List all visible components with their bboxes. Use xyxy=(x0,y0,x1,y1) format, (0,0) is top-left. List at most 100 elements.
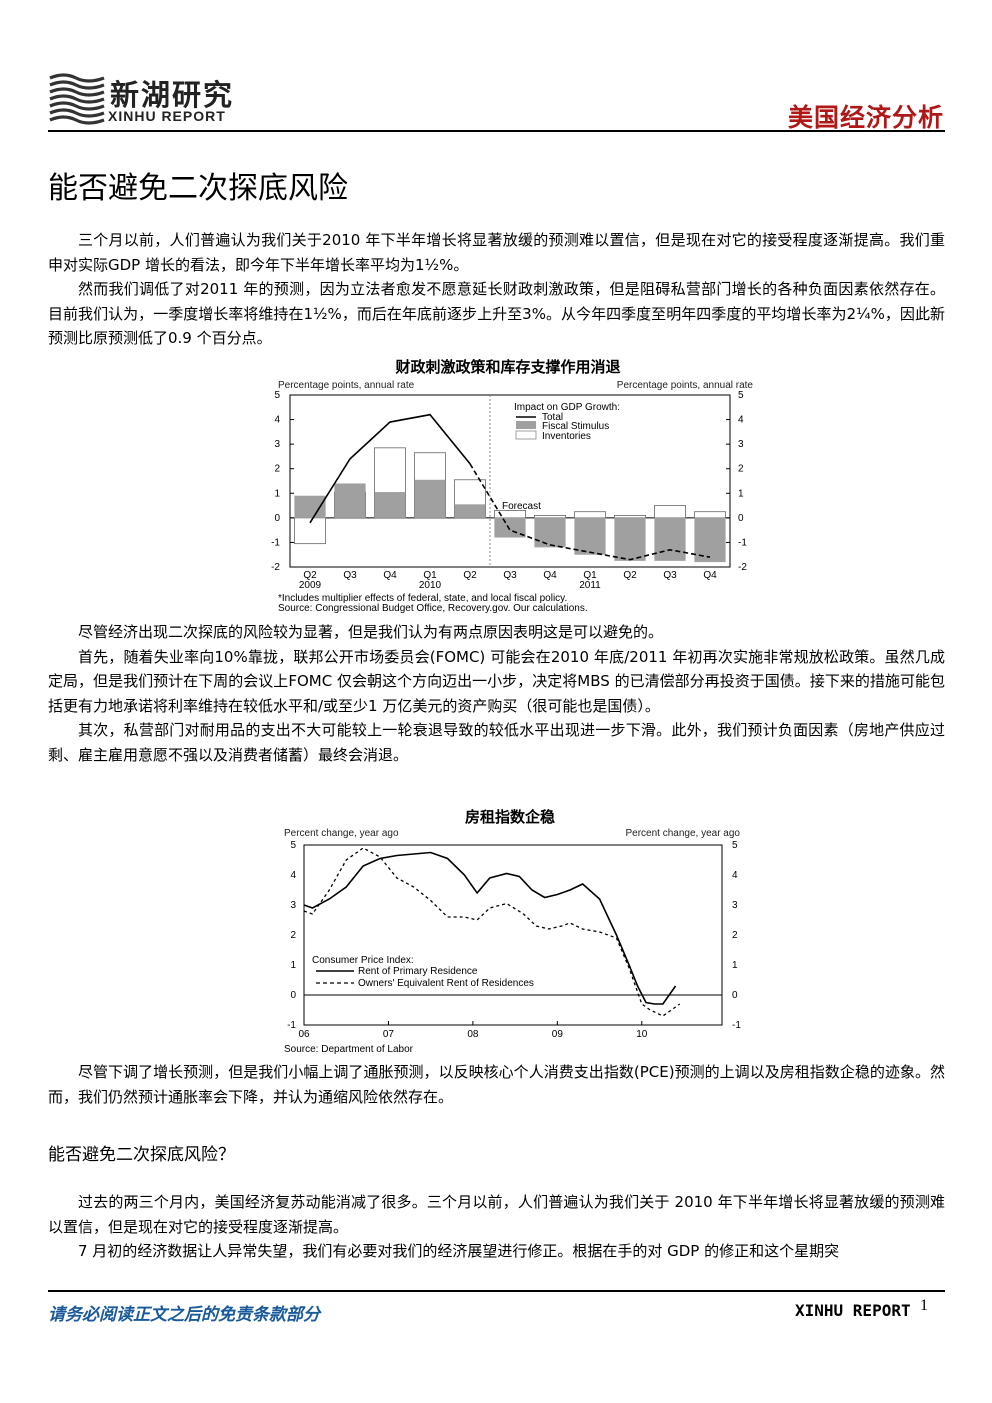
fiscal-stimulus-bar xyxy=(654,517,686,561)
x-tick-label: Q2 xyxy=(463,570,477,581)
body-text-block-d: 过去的两三个月内，美国经济复苏动能消减了很多。三个月以前，人们普遍认为我们关于 … xyxy=(48,1190,945,1264)
inventories-bar xyxy=(294,517,327,545)
x-tick-label: Q4 xyxy=(703,570,717,581)
y-tick-label-right: 5 xyxy=(732,840,738,851)
paragraph: 7 月初的经济数据让人异常失望，我们有必要对我们的经济展望进行修正。根据在手的对… xyxy=(78,1242,840,1260)
inventories-bar xyxy=(493,510,526,519)
legend-fiscal-swatch xyxy=(516,421,536,429)
x-tick-label: 07 xyxy=(383,1029,395,1040)
paragraph: 尽管下调了增长预测，但是我们小幅上调了通胀预测，以反映核心个人消费支出指数(PC… xyxy=(48,1063,945,1106)
chart-title: 房租指数企稳 xyxy=(465,808,555,826)
x-tick-label: Q4 xyxy=(383,570,397,581)
y-tick-label-right: -1 xyxy=(732,1020,741,1031)
body-text-block-c: 尽管下调了增长预测，但是我们小幅上调了通胀预测，以反映核心个人消费支出指数(PC… xyxy=(48,1060,945,1109)
chart-source: Source: Department of Labor xyxy=(284,1044,414,1055)
x-tick-label: Q3 xyxy=(503,570,517,581)
y-tick-label-left: 2 xyxy=(274,464,280,475)
plot-frame xyxy=(289,394,731,568)
page-number: 1 xyxy=(920,1297,928,1314)
inventories-bar xyxy=(533,514,566,519)
x-tick-label: 08 xyxy=(467,1029,479,1040)
footer-rule xyxy=(48,1290,945,1292)
legend-inventories-swatch xyxy=(515,430,537,440)
paragraph: 尽管经济出现二次探底的风险较为显著，但是我们认为有两点原因表明这是可以避免的。 xyxy=(78,623,664,641)
chart-note: *Includes multiplier effects of federal,… xyxy=(278,593,567,604)
x-tick-label: Q4 xyxy=(543,570,557,581)
y-tick-label-left: 3 xyxy=(290,900,296,911)
legend-oer-label: Owners' Equivalent Rent of Residences xyxy=(358,978,534,989)
y-tick-label-left: -1 xyxy=(287,1020,296,1031)
x-tick-label: Q3 xyxy=(663,570,677,581)
fiscal-stimulus-bar xyxy=(534,517,566,548)
paragraph: 然而我们调低了对2011 年的预测，因为立法者愈发不愿意延长财政刺激政策，但是阻… xyxy=(48,280,945,347)
inventories-bar xyxy=(653,505,686,519)
total-line-forecast xyxy=(469,463,711,561)
paragraph: 过去的两三个月内，美国经济复苏动能消减了很多。三个月以前，人们普遍认为我们关于 … xyxy=(48,1193,945,1236)
legend-fiscal-label: Fiscal Stimulus xyxy=(542,421,609,432)
legend-inventories-label: Inventories xyxy=(542,431,591,442)
left-axis-label: Percentage points, annual rate xyxy=(278,380,415,391)
fiscal-stimulus-bar xyxy=(374,492,406,518)
y-tick-label-left: 0 xyxy=(290,990,296,1001)
right-axis-label: Percent change, year ago xyxy=(625,828,740,839)
paragraph: 首先，随着失业率向10%靠拢，联邦公开市场委员会(FOMC) 可能会在2010 … xyxy=(48,647,945,715)
inventories-bar xyxy=(573,511,606,519)
y-tick-label-left: 1 xyxy=(290,960,296,971)
x-year-label: 2011 xyxy=(579,580,601,591)
inventories-bar xyxy=(693,511,726,519)
y-tick-label-right: 4 xyxy=(732,870,738,881)
y-tick-label-left: 4 xyxy=(290,870,296,881)
y-tick-label-right: 1 xyxy=(732,960,738,971)
fiscal-stimulus-bar xyxy=(294,495,326,518)
x-year-label: 2009 xyxy=(299,580,322,591)
fiscal-stimulus-bar xyxy=(334,483,366,518)
chart-source: Source: Congressional Budget Office, Rec… xyxy=(278,603,588,614)
y-tick-label-left: -1 xyxy=(271,537,280,548)
section-heading: 能否避免二次探底风险？ xyxy=(48,1145,235,1165)
y-tick-label-right: 3 xyxy=(732,900,738,911)
total-line-actual xyxy=(309,413,471,524)
logo-text-en: XINHU REPORT xyxy=(108,108,226,124)
y-tick-label-right: 0 xyxy=(732,990,738,1001)
fiscal-stimulus-bar xyxy=(574,517,606,555)
plot-frame xyxy=(303,844,723,1026)
y-tick-label-left: 5 xyxy=(290,840,296,851)
y-tick-label-left: 0 xyxy=(274,513,280,524)
forecast-label: Forecast xyxy=(502,501,541,512)
y-tick-label-left: 3 xyxy=(274,439,280,450)
x-tick-label: Q2 xyxy=(303,570,317,581)
y-tick-label-right: 2 xyxy=(732,930,738,941)
x-tick-label: Q1 xyxy=(423,570,437,581)
x-tick-label: Q2 xyxy=(623,570,637,581)
y-tick-label-left: -2 xyxy=(271,562,280,573)
y-tick-label-left: 5 xyxy=(274,390,280,401)
legend-title: Impact on GDP Growth: xyxy=(514,402,620,413)
legend-rent-label: Rent of Primary Residence xyxy=(358,966,478,977)
fiscal-stimulus-bar xyxy=(454,504,486,518)
inventories-bar xyxy=(613,514,646,519)
y-tick-label-right: 1 xyxy=(738,488,744,499)
y-tick-label-right: 2 xyxy=(738,464,744,475)
right-axis-label: Percentage points, annual rate xyxy=(617,380,754,391)
header-rule xyxy=(48,130,945,132)
body-text-block-b: 尽管经济出现二次探底的风险较为显著，但是我们认为有两点原因表明这是可以避免的。 … xyxy=(48,620,945,767)
logo-text-cn: 新湖研究 xyxy=(110,78,235,112)
y-tick-label-left: 1 xyxy=(274,488,280,499)
fiscal-stimulus-bar xyxy=(494,517,526,538)
body-text-block-a: 三个月以前，人们普遍认为我们关于2010 年下半年增长将显著放缓的预测难以置信，… xyxy=(48,228,945,351)
x-year-label: 2010 xyxy=(419,580,442,591)
x-tick-label: Q3 xyxy=(343,570,357,581)
x-tick-label: Q1 xyxy=(583,570,597,581)
y-tick-label-right: -1 xyxy=(738,537,747,548)
legend-total-label: Total xyxy=(542,412,563,423)
chart-fiscal-inventory: 财政刺激政策和库存支撑作用消退 Percentage points, annua… xyxy=(271,358,754,614)
y-tick-label-left: 4 xyxy=(274,415,280,426)
x-tick-label: 09 xyxy=(552,1029,564,1040)
chart-title: 财政刺激政策和库存支撑作用消退 xyxy=(395,358,620,376)
disclaimer-link[interactable]: 请务必阅读正文之后的免责条款部分 xyxy=(48,1305,320,1325)
chart-rent-index: 房租指数企稳 Percent change, year ago Percent … xyxy=(284,808,741,1055)
logo: 新湖研究 XINHU REPORT xyxy=(48,70,248,126)
fiscal-stimulus-bar xyxy=(614,517,646,561)
x-tick-label: 10 xyxy=(636,1029,648,1040)
x-tick-label: 06 xyxy=(298,1029,310,1040)
